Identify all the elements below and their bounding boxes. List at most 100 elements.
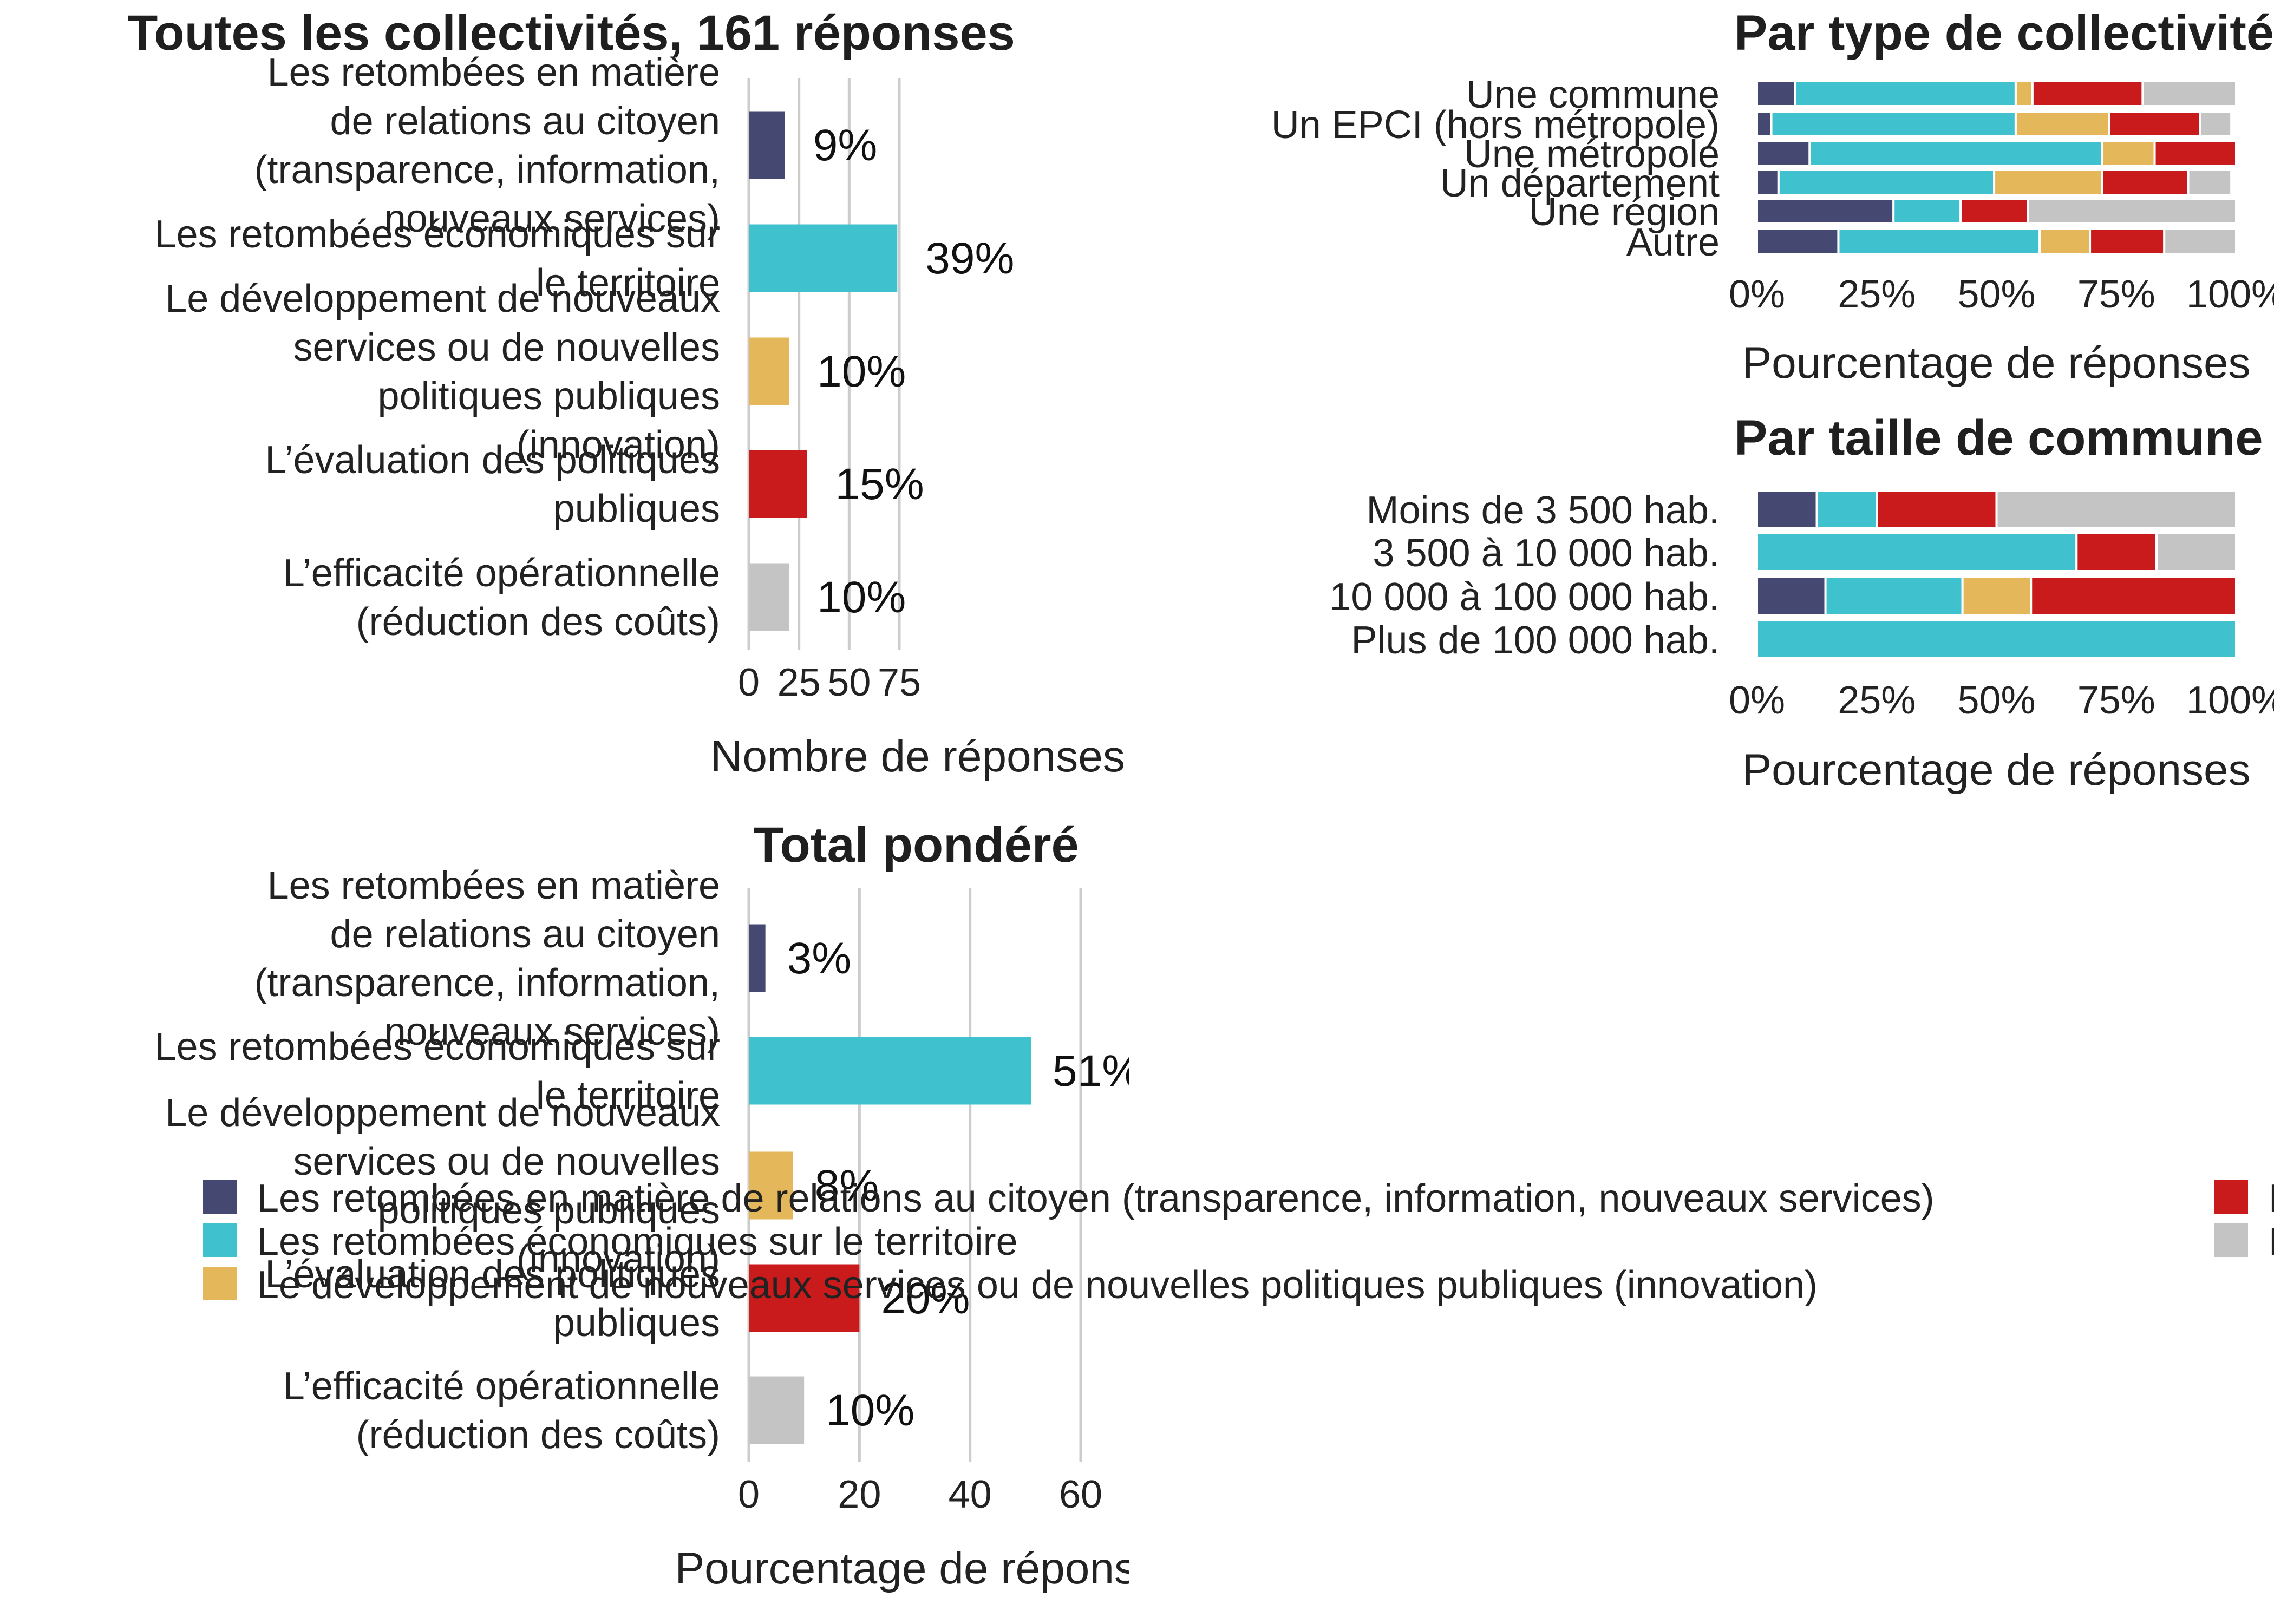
category-label: (réduction des coûts)	[356, 600, 720, 644]
x-tick-label: 50%	[1957, 679, 2035, 722]
category-label: Un département	[1440, 162, 1720, 205]
category-label: publiques	[553, 1301, 720, 1345]
bar-segment	[1756, 198, 1895, 225]
x-axis-title: Pourcentage de réponses	[1742, 745, 2250, 795]
bar-segment	[2187, 169, 2233, 196]
legend-label: Le développement de nouveaux services ou…	[257, 1263, 1818, 1307]
category-label: Les retombées économiques sur	[154, 213, 720, 256]
bar	[749, 450, 807, 518]
bar-segment	[1995, 489, 2237, 529]
category-label: Une commune	[1466, 73, 1720, 116]
legend-swatch	[203, 1223, 237, 1257]
bar-segment	[1993, 169, 2103, 196]
bar-segment	[1794, 80, 2017, 107]
bar-segment	[2108, 110, 2201, 137]
bar	[749, 111, 785, 179]
x-tick-label: 25%	[1838, 273, 1916, 316]
category-label: Autre	[1626, 221, 1720, 264]
x-tick-label: 0	[738, 661, 760, 704]
category-label: de relations au citoyen	[330, 913, 720, 956]
bar-segment	[1756, 619, 2237, 659]
bar-segment	[1756, 532, 2078, 572]
x-tick-label: 40	[949, 1473, 992, 1516]
category-label: le territoire	[536, 261, 720, 305]
category-label: L’efficacité opérationnelle	[283, 1365, 720, 1408]
bar	[749, 224, 898, 292]
data-label: 39%	[925, 234, 1014, 283]
legend-swatch	[2214, 1223, 2248, 1257]
bar-segment	[2027, 198, 2237, 225]
data-label: 15%	[835, 460, 924, 509]
legend-swatch	[2214, 1180, 2248, 1214]
x-tick-label: 75%	[2077, 273, 2155, 316]
x-tick-label: 50%	[1957, 273, 2035, 316]
legend-label: Les retombées en matière de relations au…	[257, 1177, 1935, 1220]
panel-toutes: Toutes les collectivités, 161 réponses 9%…	[127, 5, 1125, 781]
bar-segment	[1837, 228, 2041, 255]
x-tick-label: 60	[1059, 1473, 1102, 1516]
data-label: 3%	[787, 934, 852, 983]
x-tick-label: 20	[838, 1473, 881, 1516]
legend-swatch	[203, 1267, 237, 1300]
bar-segment	[1808, 140, 2103, 167]
bar-segment	[1756, 169, 1780, 196]
category-label: services ou de nouvelles	[293, 1140, 720, 1183]
category-label: (transparence, information,	[254, 961, 720, 1005]
chart-title: Total pondéré	[753, 817, 1079, 873]
bar	[749, 337, 789, 405]
bar-segment	[1756, 576, 1827, 616]
bar-segment	[2155, 532, 2238, 572]
data-label: 20%	[881, 1274, 970, 1323]
panel-inner: Toutes les collectivités, 161 réponses 9%…	[127, 5, 1125, 781]
bar-segment	[2038, 228, 2092, 255]
category-label: (innovation)	[517, 1237, 720, 1281]
bar	[749, 1264, 860, 1332]
legend-label: L’efficacité opérationnelle (réduction d…	[2269, 1220, 2274, 1263]
bar-segment	[1892, 198, 1962, 225]
category-label: Le développement de nouveaux	[165, 277, 720, 320]
bar-segment	[2031, 80, 2144, 107]
bar-segment	[1777, 169, 1996, 196]
chart-title: Par type de collectivité	[1734, 5, 2274, 61]
x-tick-label: 25%	[1838, 679, 1916, 722]
category-label: (transparence, information,	[254, 148, 720, 192]
bar-segment	[2014, 110, 2110, 137]
bar-segment	[2163, 228, 2237, 255]
bar-segment	[2089, 228, 2166, 255]
x-tick-label: 75%	[2077, 679, 2155, 722]
bar-segment	[2075, 532, 2158, 572]
legend-swatch	[203, 1180, 237, 1214]
panel-pondere: Total pondéré 3% Les retombées en matière d…	[154, 817, 1183, 1593]
category-label: Les retombées en matière	[267, 51, 720, 94]
chart-title: Par taille de commune	[1734, 410, 2263, 466]
category-label: Un EPCI (hors métropole)	[1271, 103, 1720, 147]
bar-segment	[2030, 576, 2237, 616]
category-label: (innovation)	[517, 423, 720, 467]
category-label: 3 500 à 10 000 hab.	[1373, 532, 1720, 575]
category-label: nouveaux services)	[384, 197, 720, 240]
category-label: le territoire	[536, 1074, 720, 1117]
category-label: L’efficacité opérationnelle	[283, 552, 720, 595]
category-label: Moins de 3 500 hab.	[1367, 489, 1720, 532]
bar-segment	[2153, 140, 2238, 167]
x-axis-title: Pourcentage de réponses	[675, 1544, 1183, 1593]
chart-title: Toutes les collectivités, 161 réponses	[127, 5, 1015, 61]
category-label: politiques publiques	[378, 1189, 720, 1232]
bar	[749, 1151, 793, 1220]
bar-segment	[1756, 80, 1796, 107]
bar-segment	[2141, 80, 2238, 107]
bar	[749, 1037, 1031, 1105]
data-label: 51%	[1053, 1046, 1141, 1096]
legend-label: Les retombées économiques sur le territo…	[257, 1220, 1018, 1263]
bar-segment	[2199, 110, 2233, 137]
data-label: 10%	[817, 347, 906, 396]
category-label: services ou de nouvelles	[293, 326, 720, 369]
legend: Les retombées en matière de relations au…	[203, 1177, 2274, 1307]
bar-segment	[1961, 576, 2033, 616]
category-label: Le développement de nouveaux	[165, 1091, 720, 1135]
x-tick-label: 50	[827, 661, 871, 704]
data-label: 8%	[815, 1161, 879, 1210]
data-label: 9%	[813, 121, 878, 170]
